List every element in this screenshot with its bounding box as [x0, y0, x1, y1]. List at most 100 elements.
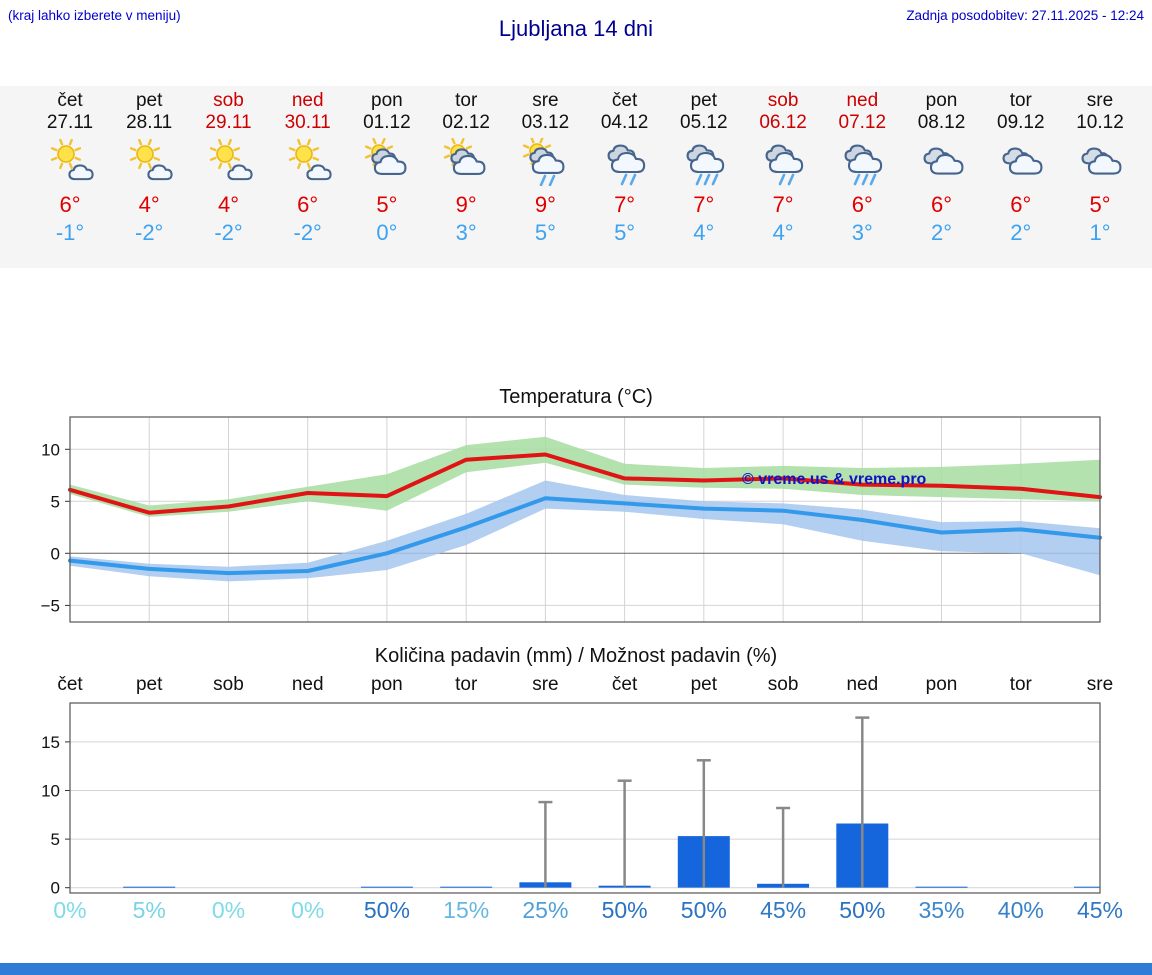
day-low-temp: 0°: [376, 220, 398, 245]
rain-light-icon: [583, 138, 667, 188]
forecast-day-12[interactable]: tor 09.12 6° 2°: [979, 90, 1063, 246]
cloudy-icon: [900, 138, 984, 188]
cloudy-icon: [979, 138, 1063, 188]
day-date: 30.11: [284, 112, 331, 133]
day-low-temp: 3°: [851, 220, 873, 245]
sun-cloud-small-icon: [107, 138, 191, 188]
precip-day-label: ned: [846, 674, 879, 695]
precip-probability: 5%: [132, 897, 166, 923]
day-date: 01.12: [363, 112, 411, 133]
forecast-day-8[interactable]: pet 05.12 7° 4°: [662, 90, 746, 246]
precip-probability: 50%: [839, 897, 886, 923]
precip-day-label: sre: [1086, 674, 1114, 695]
precip-day-label: sre: [532, 674, 559, 695]
svg-text:10: 10: [41, 782, 60, 801]
day-high-temp: 7°: [693, 192, 715, 217]
day-date: 28.11: [126, 112, 173, 133]
temperature-chart-title: Temperatura (°C): [499, 386, 653, 408]
precip-probability: 0%: [211, 897, 246, 923]
day-high-temp: 6°: [297, 192, 319, 217]
day-name: tor: [1009, 90, 1032, 111]
day-high-temp: 6°: [930, 192, 953, 217]
forecast-day-13[interactable]: sre 10.12 5° 1°: [1058, 90, 1142, 246]
day-date: 27.11: [46, 112, 94, 133]
day-high-temp: 6°: [851, 192, 873, 217]
precip-day-label: pet: [135, 674, 163, 695]
sun-cloud-icon: [424, 137, 508, 188]
svg-text:0: 0: [51, 544, 60, 563]
forecast-day-5[interactable]: tor 02.12 9° 3°: [424, 90, 508, 246]
sun-cloud-small-icon: [266, 138, 350, 188]
page-title: Ljubljana 14 dni: [498, 16, 654, 41]
forecast-day-10[interactable]: ned 07.12 6° 3°: [820, 90, 904, 246]
forecast-day-2[interactable]: sob 29.11 4° -2°: [187, 90, 271, 246]
rain-icon: [662, 138, 746, 188]
svg-text:−5: −5: [41, 596, 60, 615]
sun-cloud-icon: [345, 137, 429, 188]
svg-text:0: 0: [51, 879, 60, 898]
last-update-text: Zadnja posodobitev: 27.11.2025 - 12:24: [906, 8, 1144, 23]
day-date: 03.12: [521, 112, 570, 133]
day-high-temp: 4°: [217, 192, 240, 217]
forecast-day-11[interactable]: pon 08.12 6° 2°: [900, 90, 984, 246]
day-high-temp: 9°: [455, 192, 477, 217]
precip-probability: 0%: [291, 897, 325, 923]
day-low-temp: -1°: [55, 220, 85, 245]
precip-probability: 45%: [760, 897, 807, 923]
forecast-day-1[interactable]: pet 28.11 4° -2°: [107, 90, 191, 246]
day-name: ned: [291, 90, 324, 111]
svg-text:15: 15: [41, 733, 60, 752]
day-date: 08.12: [917, 112, 966, 133]
day-low-temp: 5°: [534, 220, 556, 245]
day-low-temp: 4°: [772, 220, 794, 245]
day-high-temp: 6°: [1010, 192, 1032, 217]
precip-day-label: ned: [291, 674, 324, 695]
day-name: čet: [57, 90, 83, 111]
precip-probability: 50%: [601, 897, 648, 923]
day-name: sre: [532, 90, 559, 111]
forecast-day-0[interactable]: čet 27.11 6° -1°: [28, 90, 112, 246]
sun-cloud-small-icon: [187, 138, 271, 188]
day-high-temp: 9°: [534, 192, 556, 217]
precip-day-label: čet: [57, 674, 83, 695]
day-date: 07.12: [838, 112, 887, 133]
day-name: ned: [846, 90, 879, 111]
menu-hint-text: (kraj lahko izberete v meniju): [8, 8, 181, 23]
svg-text:© vreme.us & vreme.pro: © vreme.us & vreme.pro: [742, 471, 927, 488]
temperature-chart: −5 0 5 10 © vreme.us & vreme.pro: [41, 416, 1102, 623]
precip-probability-row: 0% 5% 0% 0% 50% 15% 25% 50% 50% 45% 50% 35% 40% 45%: [0, 897, 1152, 929]
day-high-temp: 7°: [772, 192, 794, 217]
cloudy-icon: [1058, 138, 1142, 188]
precip-day-label: čet: [611, 674, 638, 695]
svg-text:5: 5: [51, 830, 60, 849]
precip-day-label: sob: [767, 674, 799, 695]
day-low-temp: 2°: [1010, 220, 1032, 245]
day-name: pet: [135, 90, 163, 111]
day-name: pet: [690, 90, 717, 111]
day-low-temp: -2°: [214, 220, 243, 245]
day-high-temp: 6°: [59, 192, 81, 217]
day-name: pon: [925, 90, 958, 111]
day-date: 10.12: [1076, 112, 1124, 133]
day-name: sob: [213, 90, 244, 111]
day-date: 29.11: [205, 112, 252, 133]
forecast-day-4[interactable]: pon 01.12 5° 0°: [345, 90, 429, 246]
day-low-temp: 5°: [614, 220, 636, 245]
day-low-temp: -2°: [135, 220, 164, 245]
day-low-temp: 1°: [1089, 220, 1111, 245]
forecast-day-6[interactable]: sre 03.12 9° 5°: [503, 90, 587, 246]
day-date: 02.12: [442, 112, 490, 133]
sun-cloud-small-icon: [28, 138, 112, 188]
day-low-temp: 4°: [693, 220, 715, 245]
day-high-temp: 7°: [614, 192, 636, 217]
precip-day-label: pon: [925, 674, 958, 695]
precip-probability: 0%: [53, 897, 87, 923]
forecast-day-9[interactable]: sob 06.12 7° 4°: [741, 90, 825, 246]
forecast-day-3[interactable]: ned 30.11 6° -2°: [266, 90, 350, 246]
precip-probability: 15%: [443, 897, 490, 923]
day-high-temp: 4°: [138, 192, 160, 217]
rain-icon: [820, 138, 904, 188]
forecast-day-7[interactable]: čet 04.12 7° 5°: [583, 90, 667, 246]
precip-day-label: tor: [1009, 674, 1032, 695]
